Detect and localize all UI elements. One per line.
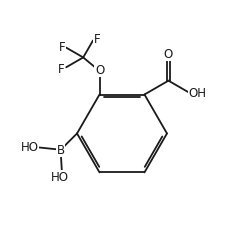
Text: F: F: [59, 41, 65, 54]
Text: O: O: [95, 64, 104, 77]
Text: O: O: [164, 48, 173, 61]
Text: HO: HO: [20, 141, 39, 154]
Text: F: F: [94, 33, 101, 46]
Text: B: B: [57, 144, 65, 157]
Text: F: F: [58, 62, 64, 75]
Text: OH: OH: [188, 86, 206, 99]
Text: HO: HO: [51, 170, 69, 183]
